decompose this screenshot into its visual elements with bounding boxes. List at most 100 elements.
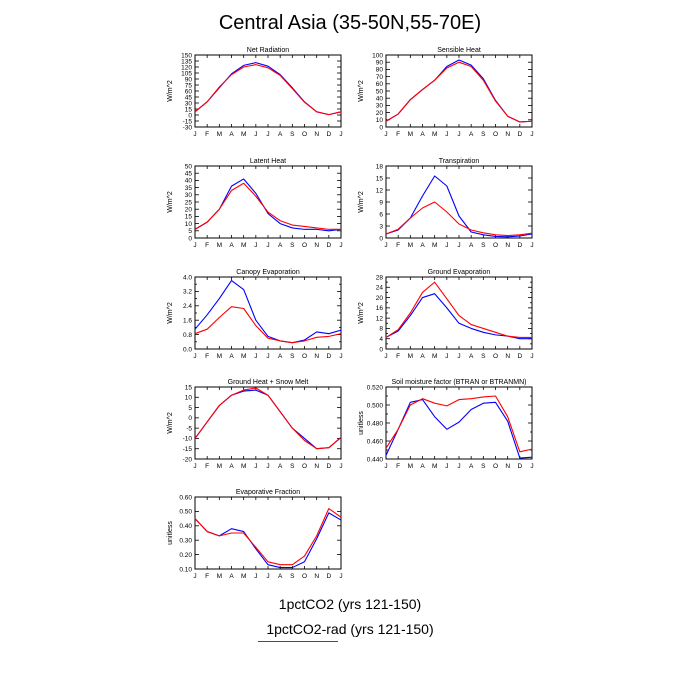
y-tick-label: 1.6 (183, 318, 192, 325)
panel-title: Soil moisture factor (BTRAN or BTRANMN) (392, 379, 527, 386)
x-tick-label: A (229, 463, 234, 470)
y-tick-label: 15 (185, 214, 193, 221)
x-tick-label: N (314, 131, 319, 138)
x-tick-label: F (396, 131, 400, 138)
plot-frame (194, 165, 342, 239)
y-tick-label: 60 (185, 88, 193, 95)
y-tick-label: 3.2 (183, 289, 192, 296)
x-tick-label: A (420, 131, 425, 138)
x-tick-label: D (326, 242, 331, 249)
x-tick-label: S (290, 242, 295, 249)
y-tick-label: 40 (376, 96, 384, 103)
x-tick-label: S (290, 463, 295, 470)
x-tick-label: J (384, 463, 387, 470)
panel-ground-heat-snow-melt: Ground Heat + Snow Melt W/m^2 -20 -15 -10 -5 0… (167, 379, 343, 470)
y-tick-label: 18 (376, 163, 384, 170)
y-axis-label: W/m^2 (358, 191, 365, 213)
y-tick-label: 0.0 (183, 346, 192, 353)
x-tick-label: M (241, 573, 246, 580)
x-tick-label: M (217, 573, 222, 580)
x-tick-label: J (266, 131, 269, 138)
x-tick-label: J (445, 242, 448, 249)
x-tick-label: J (193, 242, 196, 249)
y-tick-label: 5 (188, 405, 192, 412)
y-tick-label: 30 (185, 100, 193, 107)
x-tick-label: J (193, 463, 196, 470)
x-tick-label: D (517, 353, 522, 360)
y-tick-label: 0.40 (179, 523, 192, 530)
x-tick-label: O (302, 242, 307, 249)
y-tick-label: 10 (185, 395, 193, 402)
y-tick-label: 0.480 (367, 420, 384, 427)
x-tick-label: D (517, 242, 522, 249)
x-tick-label: A (469, 463, 474, 470)
plot-frame (385, 54, 533, 128)
x-tick-label: J (339, 573, 342, 580)
legend-label-1pctco2: 1pctCO2 (yrs 121-150) (278, 596, 422, 612)
series-line-red (385, 61, 533, 123)
x-tick-label: J (266, 353, 269, 360)
y-tick-label: 20 (185, 207, 193, 214)
x-tick-label: M (432, 131, 437, 138)
y-axis-label: W/m^2 (358, 302, 365, 324)
x-tick-label: O (493, 131, 498, 138)
x-tick-label: M (217, 463, 222, 470)
x-tick-label: F (396, 463, 400, 470)
x-tick-label: J (254, 353, 257, 360)
x-tick-label: A (469, 131, 474, 138)
panel-title: Ground Evaporation (428, 269, 491, 276)
x-tick-label: M (432, 353, 437, 360)
x-tick-label: J (457, 131, 460, 138)
y-tick-label: 0 (188, 235, 192, 242)
x-tick-label: S (481, 353, 486, 360)
x-tick-label: D (326, 573, 331, 580)
x-tick-label: J (193, 131, 196, 138)
x-tick-label: J (254, 242, 257, 249)
y-tick-label: 24 (376, 285, 384, 292)
y-axis-label: W/m^2 (358, 80, 365, 102)
panel-net-radiation: Net Radiation W/m^2 -30-150153045607590105… (167, 47, 343, 138)
y-tick-label: 15 (185, 106, 193, 113)
x-tick-label: A (278, 242, 283, 249)
y-axis-label: W/m^2 (167, 302, 174, 324)
panel-title: Canopy Evaporation (236, 269, 300, 276)
x-tick-label: F (205, 242, 209, 249)
x-tick-label: J (254, 573, 257, 580)
x-tick-label: J (530, 353, 533, 360)
y-tick-label: -15 (183, 446, 193, 453)
panel-title: Sensible Heat (437, 47, 481, 54)
y-axis-label: unitless (358, 411, 365, 435)
y-tick-label: 0.20 (179, 552, 192, 559)
series-line-blue (194, 280, 342, 344)
x-tick-label: A (420, 242, 425, 249)
y-tick-label: 30 (185, 192, 193, 199)
x-tick-label: O (493, 463, 498, 470)
x-tick-label: D (326, 463, 331, 470)
x-tick-label: A (229, 131, 234, 138)
x-tick-label: M (408, 463, 413, 470)
y-tick-label: 50 (185, 163, 193, 170)
x-tick-label: F (205, 463, 209, 470)
panel-soil-moisture-factor-btran-or-btranmn: Soil moisture factor (BTRAN or BTRANMN) u… (358, 379, 534, 470)
series-line-blue (385, 59, 533, 123)
y-tick-label: -5 (186, 425, 192, 432)
x-tick-label: N (505, 242, 510, 249)
x-tick-label: N (314, 573, 319, 580)
y-tick-label: 135 (181, 58, 192, 65)
y-tick-label: 0.500 (367, 402, 384, 409)
y-tick-label: 3 (379, 223, 383, 230)
x-tick-label: J (530, 242, 533, 249)
x-tick-label: J (254, 131, 257, 138)
x-tick-label: J (530, 131, 533, 138)
y-tick-label: 30 (376, 103, 384, 110)
x-tick-label: A (278, 463, 283, 470)
series-line-blue (385, 175, 533, 238)
x-tick-label: J (193, 573, 196, 580)
y-tick-label: 0 (188, 415, 192, 422)
x-tick-label: J (445, 463, 448, 470)
x-tick-label: F (205, 353, 209, 360)
y-tick-label: 20 (376, 110, 384, 117)
y-tick-label: 0.30 (179, 538, 192, 545)
